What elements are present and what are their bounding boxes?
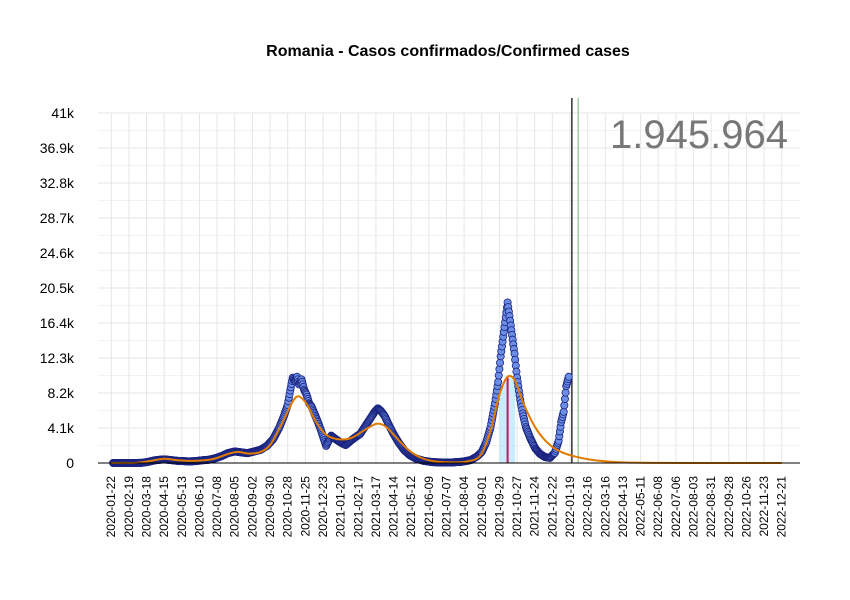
y-tick-label: 20.5k [40, 280, 75, 296]
x-tick-label: 2021-02-17 [351, 476, 365, 538]
x-tick-label: 2020-05-13 [175, 476, 189, 538]
x-tick-label: 2022-11-23 [757, 476, 771, 537]
x-tick-label: 2022-02-16 [581, 476, 595, 538]
x-tick-label: 2020-02-19 [122, 476, 136, 538]
x-tick-label: 2022-03-16 [598, 476, 612, 538]
y-tick-label: 4.1k [48, 420, 75, 436]
x-tick-label: 2021-01-20 [334, 476, 348, 538]
x-tick-label: 2022-08-31 [704, 476, 718, 538]
x-tick-label: 2020-01-22 [104, 476, 118, 538]
x-tick-label: 2022-01-19 [563, 476, 577, 538]
x-tick-label: 2020-08-05 [228, 476, 242, 538]
y-tick-label: 32.8k [40, 175, 75, 191]
x-tick-label: 2022-06-08 [651, 476, 665, 538]
x-tick-label: 2020-11-25 [298, 476, 312, 537]
chart-title: Romania - Casos confirmados/Confirmed ca… [266, 43, 630, 60]
x-tick-label: 2022-04-13 [616, 476, 630, 538]
y-tick-label: 0 [66, 455, 74, 471]
total-cases-label: 1.945.964 [610, 113, 788, 157]
x-tick-label: 2020-07-08 [210, 476, 224, 538]
x-tick-label: 2021-11-24 [528, 476, 542, 537]
trend-curve [111, 374, 782, 464]
x-tick-label: 2020-09-02 [245, 476, 259, 538]
y-tick-label: 12.3k [40, 350, 75, 366]
reference-lines [506, 98, 579, 463]
y-tick-label: 8.2k [48, 385, 75, 401]
x-tick-label: 2020-04-15 [157, 476, 171, 538]
y-tick-label: 16.4k [40, 315, 75, 331]
x-tick-label: 2021-12-22 [545, 476, 559, 538]
x-tick-label: 2020-10-28 [281, 476, 295, 538]
x-tick-label: 2021-09-29 [492, 476, 506, 538]
x-tick-label: 2021-04-14 [387, 476, 401, 538]
x-tick-label: 2021-03-17 [369, 476, 383, 538]
x-tick-label: 2021-10-27 [510, 476, 524, 538]
x-tick-label: 2022-10-26 [739, 476, 753, 538]
x-tick-label: 2022-12-21 [775, 476, 789, 538]
x-tick-label: 2022-05-11 [634, 476, 648, 537]
x-tick-label: 2022-07-06 [669, 476, 683, 538]
x-tick-label: 2021-07-07 [439, 476, 453, 538]
x-tick-label: 2020-09-30 [263, 476, 277, 538]
x-tick-label: 2021-05-12 [404, 476, 418, 538]
x-tick-label: 2020-12-23 [316, 476, 330, 538]
x-tick-label: 2021-06-09 [422, 476, 436, 538]
data-point [564, 372, 573, 381]
grid [98, 112, 800, 464]
y-tick-labels: 0 4.1k 8.2k 12.3k 16.4k 20.5k 24.6k 28.7k 32.8k 3… [40, 105, 75, 471]
x-tick-label: 2021-08-04 [457, 476, 471, 538]
y-tick-label: 28.7k [40, 210, 75, 226]
x-tick-label: 2021-09-01 [475, 476, 489, 538]
trend-line [111, 374, 782, 464]
x-tick-label: 2020-03-18 [140, 476, 154, 538]
y-tick-label: 24.6k [40, 245, 75, 261]
x-tick-label: 2020-06-10 [192, 476, 206, 538]
x-tick-label: 2022-09-28 [722, 476, 736, 538]
y-tick-label: 36.9k [40, 140, 75, 156]
x-tick-label: 2022-08-03 [687, 476, 701, 538]
x-tick-labels: 2020-01-22 2020-02-19 2020-03-18 2020-04-15… [104, 476, 788, 538]
y-tick-label: 41k [51, 105, 75, 121]
